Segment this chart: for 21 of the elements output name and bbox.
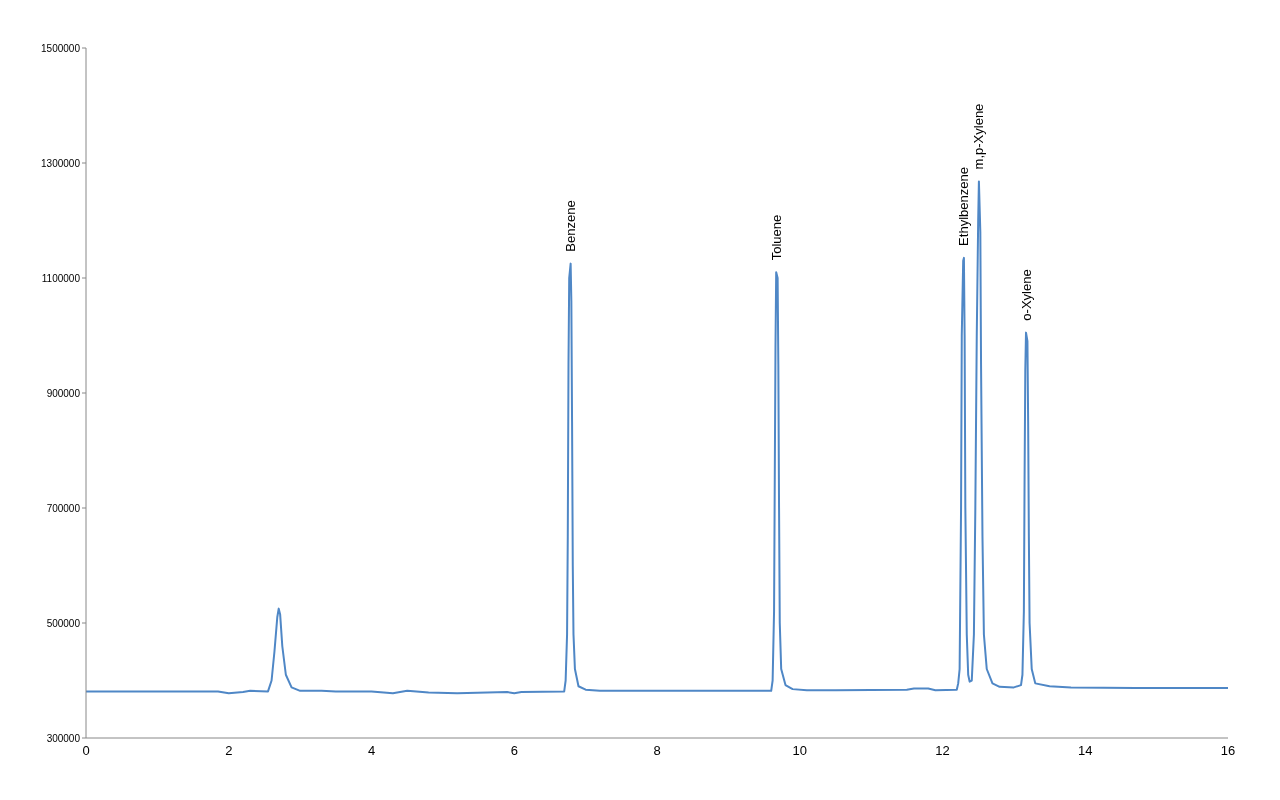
- annotation: o-Xylene: [1018, 269, 1034, 321]
- x-tick-label: 8: [653, 743, 661, 759]
- y-tick-label: 1500000: [41, 42, 81, 54]
- annotation: m,p-Xylene: [971, 103, 987, 170]
- x-tick-label: 0: [82, 743, 90, 759]
- y-tick-label: 1300000: [41, 157, 81, 169]
- annotation: Toluene: [768, 214, 784, 261]
- x-tick-label: 12: [935, 743, 950, 759]
- x-tick-label: 2: [225, 743, 233, 759]
- annotation: Benzene: [563, 200, 579, 252]
- y-tick-label: 500000: [46, 617, 81, 629]
- x-tick-label: 16: [1220, 743, 1236, 759]
- x-tick-label: 6: [510, 743, 518, 759]
- y-tick-label: 1100000: [41, 272, 81, 284]
- x-tick-label: 10: [792, 743, 807, 759]
- y-tick-label: 300000: [46, 732, 81, 744]
- y-tick-label: 900000: [46, 387, 81, 399]
- annotation: Ethylbenzene: [956, 167, 972, 246]
- x-tick-label: 14: [1078, 743, 1093, 759]
- x-tick-label: 4: [367, 743, 376, 759]
- y-tick-label: 700000: [46, 502, 81, 514]
